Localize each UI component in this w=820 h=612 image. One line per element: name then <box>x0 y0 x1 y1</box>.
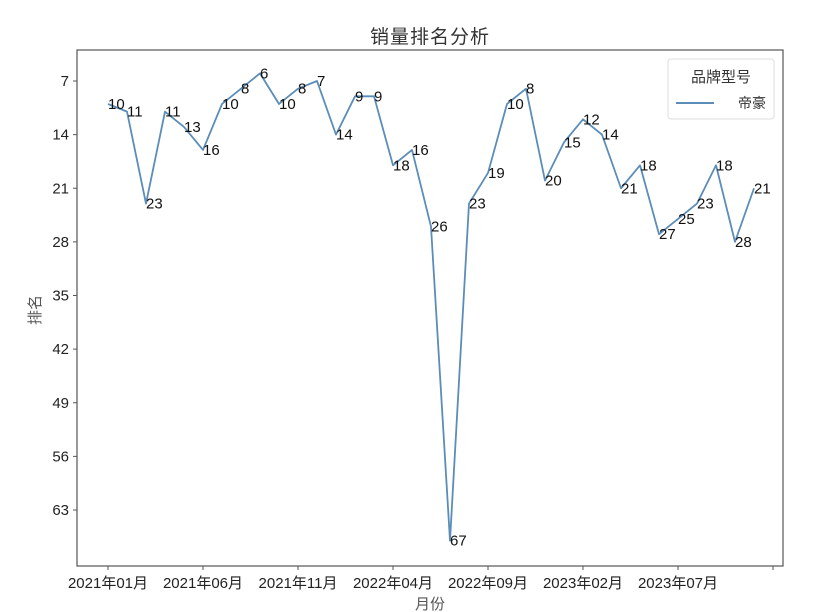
y-tick-label: 28 <box>52 234 69 251</box>
x-tick-label: 2022年04月 <box>353 575 433 592</box>
data-point-label: 12 <box>583 111 600 128</box>
data-point-label: 18 <box>716 157 733 174</box>
data-point-label: 14 <box>602 127 619 144</box>
data-point-label: 21 <box>754 180 771 197</box>
x-tick-label: 2021年06月 <box>163 575 243 592</box>
y-tick-label: 7 <box>61 73 69 90</box>
data-point-label: 16 <box>412 142 429 159</box>
data-point-label: 8 <box>526 81 534 98</box>
data-point-label: 6 <box>260 65 268 82</box>
y-axis: 7 14 21 28 35 42 49 56 63 <box>52 73 77 519</box>
data-point-label: 14 <box>336 127 353 144</box>
x-axis: 2021年01月 2021年06月 2021年11月 2022年04月 2022年09月… <box>68 566 774 592</box>
data-point-label: 8 <box>241 81 249 98</box>
y-tick-label: 21 <box>52 180 69 197</box>
data-point-label: 25 <box>678 211 695 228</box>
x-axis-label: 月份 <box>415 595 445 612</box>
data-point-label: 28 <box>735 234 752 251</box>
data-point-label: 20 <box>545 173 562 190</box>
data-point-label: 16 <box>203 142 220 159</box>
plot-frame <box>76 49 784 567</box>
data-point-label: 18 <box>640 157 657 174</box>
data-point-label: 9 <box>355 88 363 105</box>
data-point-label: 10 <box>222 96 239 113</box>
x-tick-label: 2023年07月 <box>638 575 718 592</box>
data-point-label: 27 <box>659 226 676 243</box>
y-tick-label: 14 <box>52 127 69 144</box>
data-point-label: 67 <box>450 533 467 550</box>
data-point-label: 10 <box>279 96 296 113</box>
x-tick-label: 2023年02月 <box>543 575 623 592</box>
series-polyline <box>107 72 755 542</box>
y-axis-label: 排名 <box>26 295 44 325</box>
data-point-label: 18 <box>393 157 410 174</box>
data-point-label: 10 <box>108 96 125 113</box>
data-point-label: 19 <box>488 165 505 182</box>
data-point-label: 23 <box>469 196 486 213</box>
x-tick-label: 2021年01月 <box>68 575 148 592</box>
legend-entry-dihao: 帝豪 <box>738 96 766 112</box>
data-point-label: 23 <box>146 196 163 213</box>
legend: 品牌型号 帝豪 <box>667 58 775 120</box>
data-point-label: 9 <box>374 88 382 105</box>
y-tick-label: 63 <box>52 502 69 519</box>
plot-border <box>76 49 784 567</box>
data-point-label: 23 <box>697 196 714 213</box>
legend-title: 品牌型号 <box>691 68 751 86</box>
series-line <box>107 72 755 542</box>
data-point-label: 26 <box>431 219 448 236</box>
x-tick-label: 2022年09月 <box>448 575 528 592</box>
data-point-label: 11 <box>127 104 143 121</box>
y-tick-label: 49 <box>52 395 69 412</box>
data-point-label: 10 <box>507 96 524 113</box>
y-tick-label: 42 <box>52 341 69 358</box>
data-point-label: 21 <box>621 180 638 197</box>
data-point-label: 11 <box>165 104 181 121</box>
data-point-label: 8 <box>298 81 306 98</box>
x-tick-label: 2021年11月 <box>259 575 338 592</box>
chart-title: 销量排名分析 <box>369 26 490 48</box>
y-tick-label: 56 <box>52 448 69 465</box>
y-tick-label: 35 <box>52 288 69 305</box>
data-point-label: 15 <box>564 134 581 151</box>
data-point-label: 7 <box>317 73 325 90</box>
data-point-label: 13 <box>184 119 201 136</box>
